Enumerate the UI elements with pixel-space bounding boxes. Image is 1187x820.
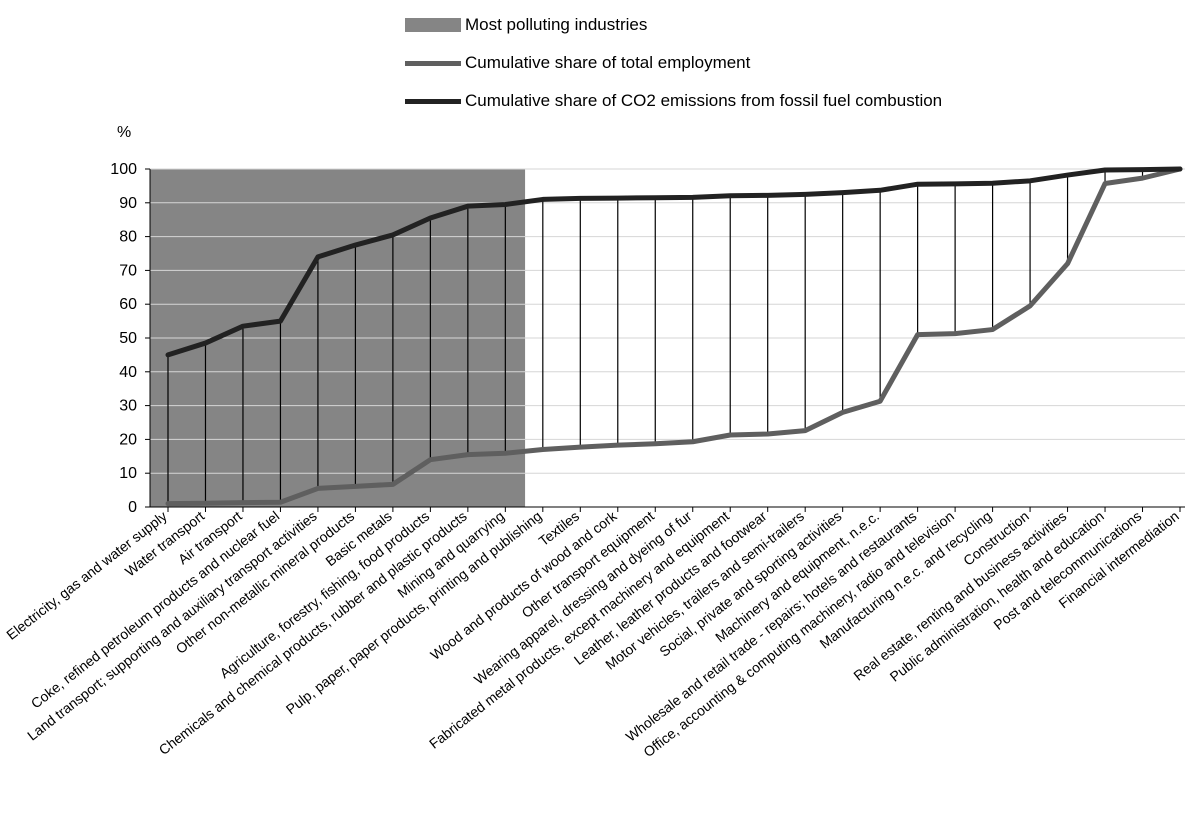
y-tick-label: 50 bbox=[119, 330, 137, 347]
series-line-co2 bbox=[165, 166, 1183, 358]
y-tick-label: 70 bbox=[119, 262, 137, 279]
y-tick-label: 20 bbox=[119, 431, 137, 448]
legend-label: Cumulative share of CO2 emissions from f… bbox=[465, 91, 943, 110]
legend-swatch-line bbox=[405, 98, 461, 104]
legend-label: Most polluting industries bbox=[465, 15, 648, 34]
legend-item-employment: Cumulative share of total employment bbox=[405, 44, 942, 82]
y-tick-label: 40 bbox=[119, 364, 137, 381]
y-tick-label: 60 bbox=[119, 296, 137, 313]
legend-swatch-box bbox=[405, 18, 461, 32]
y-tick-label: 0 bbox=[128, 499, 137, 516]
y-tick-label: 90 bbox=[119, 195, 137, 212]
series-line-employment bbox=[165, 166, 1183, 507]
y-tick-label: 30 bbox=[119, 398, 137, 415]
legend-label: Cumulative share of total employment bbox=[465, 53, 751, 72]
grid-layer bbox=[150, 168, 1185, 474]
legend-swatch-line bbox=[405, 60, 461, 66]
y-tick-label: 80 bbox=[119, 229, 137, 246]
legend: Most polluting industries Cumulative sha… bbox=[405, 6, 942, 120]
legend-item-highlight: Most polluting industries bbox=[405, 6, 942, 44]
y-tick-label: 10 bbox=[119, 465, 137, 482]
y-axis-label: % bbox=[117, 124, 131, 141]
y-tick-label: 100 bbox=[110, 161, 137, 178]
series-layer bbox=[165, 166, 1183, 507]
legend-item-co2: Cumulative share of CO2 emissions from f… bbox=[405, 82, 942, 120]
drop-lines-layer bbox=[167, 169, 1144, 504]
